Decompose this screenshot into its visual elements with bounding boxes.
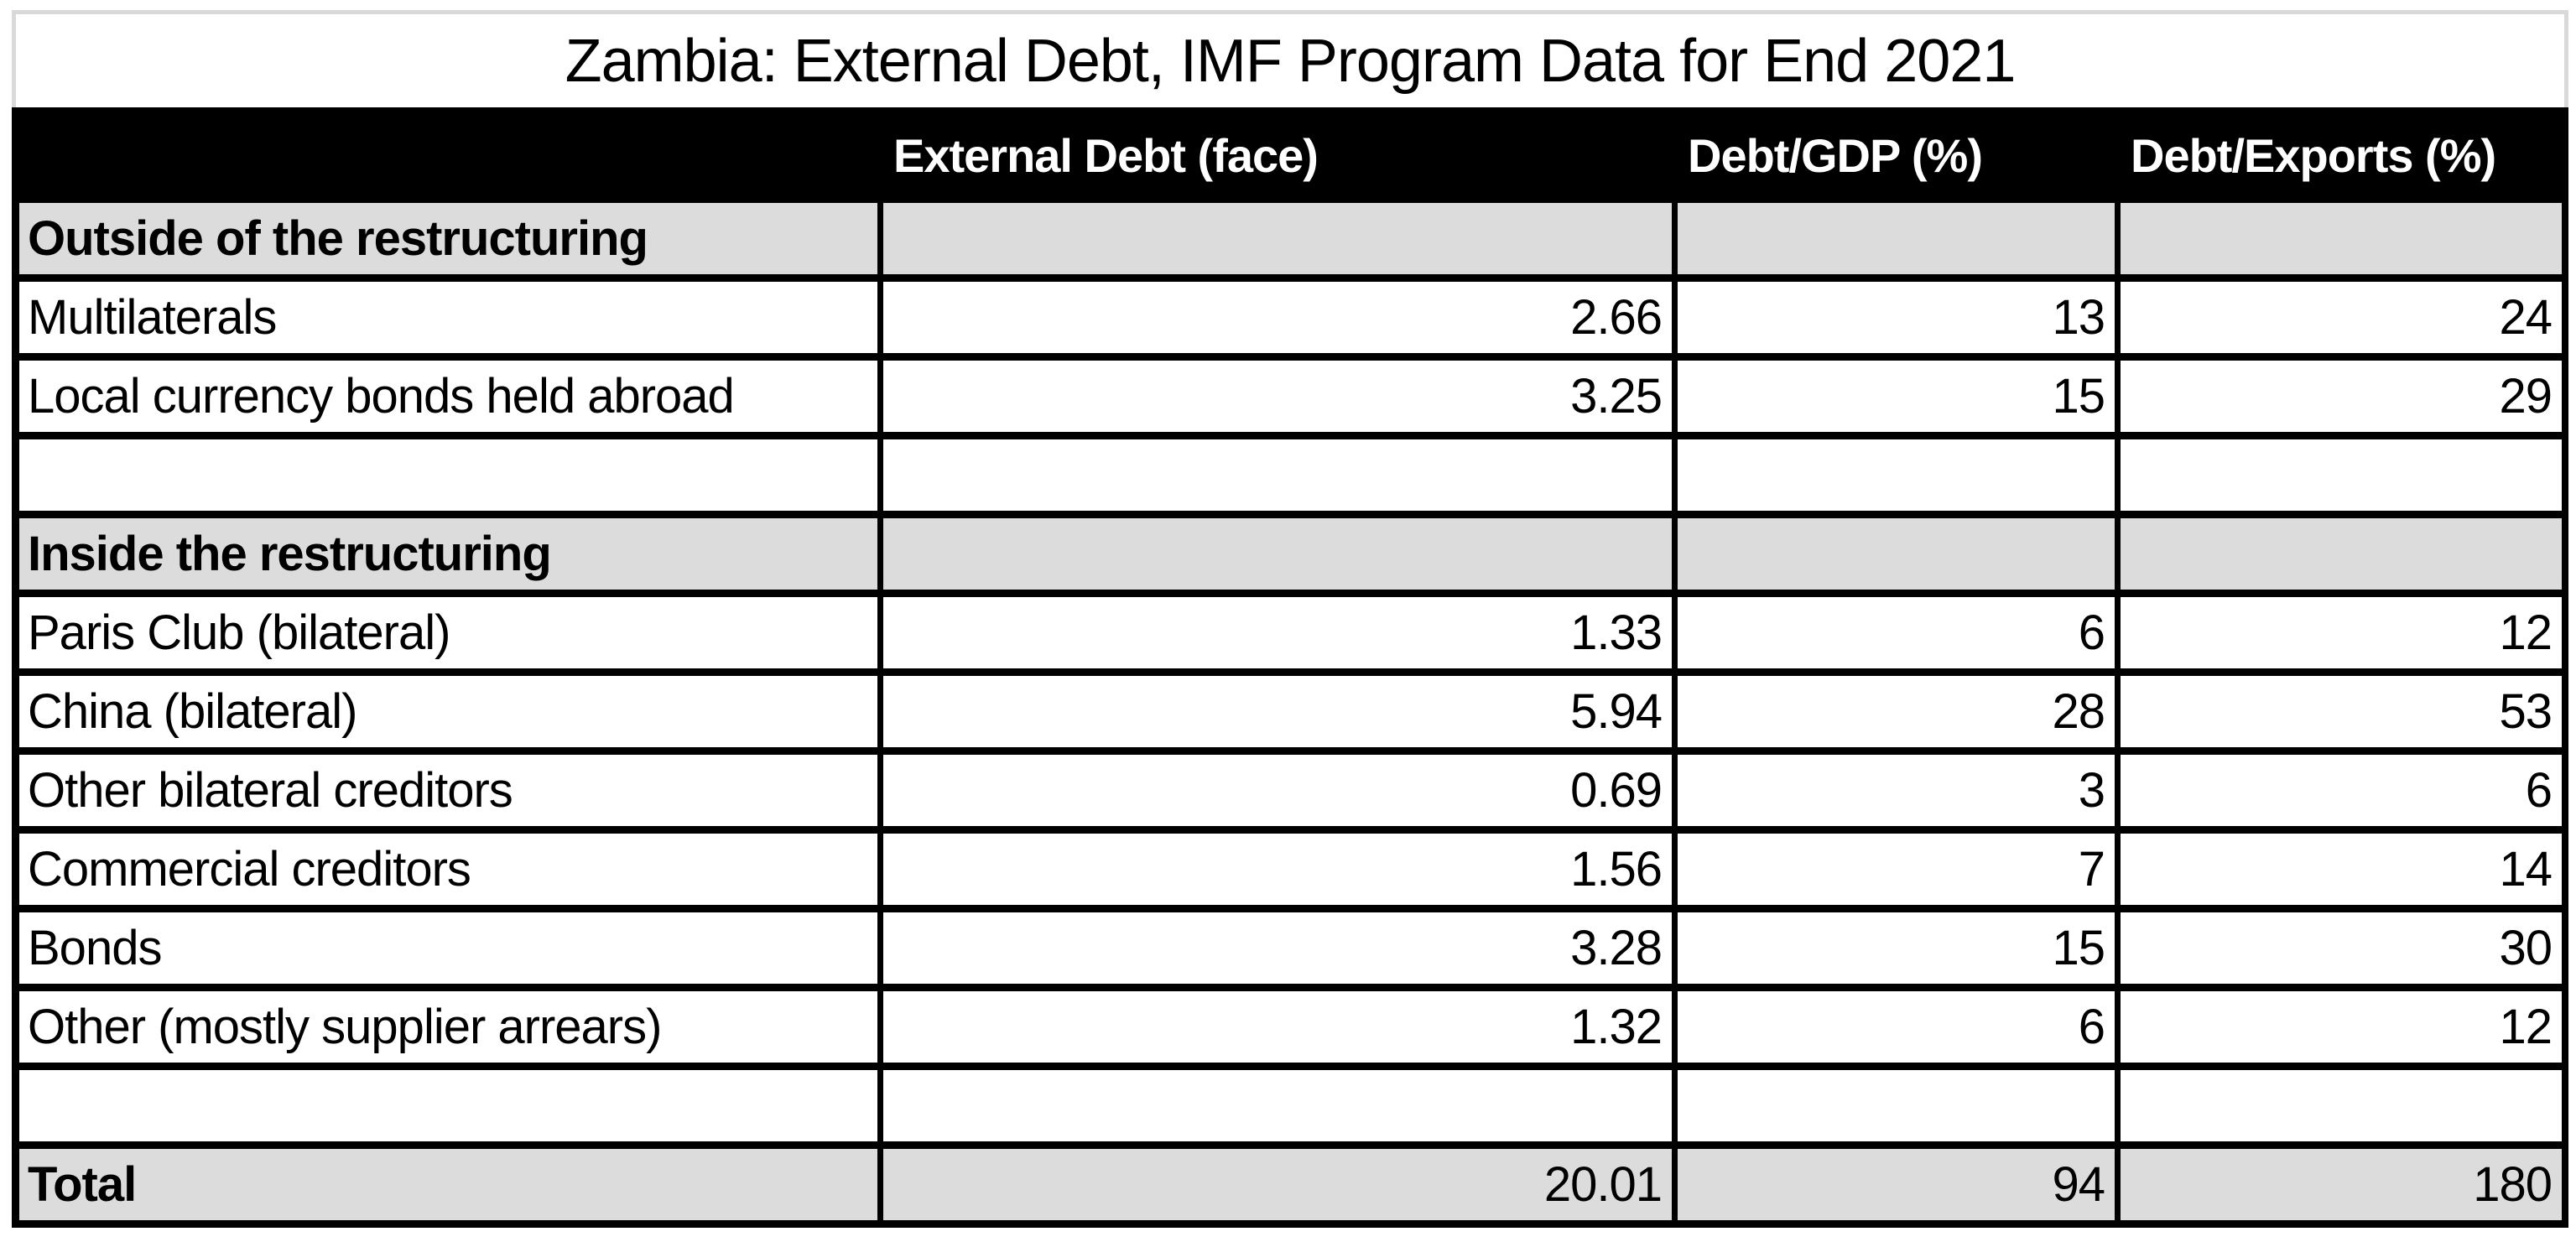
debt-gdp-cell: 3 [1678, 755, 2121, 834]
debt-exports-cell: 24 [2121, 282, 2568, 361]
debt-table: External Debt (face) Debt/GDP (%) Debt/E… [12, 107, 2568, 1228]
debt-exports-cell [2121, 1070, 2568, 1149]
row-spacer-2 [12, 1070, 2568, 1149]
row-local-currency-bonds: Local currency bonds held abroad 3.25 15… [12, 361, 2568, 439]
debt-gdp-cell [1678, 1070, 2121, 1149]
label-cell: Local currency bonds held abroad [12, 361, 883, 439]
external-debt-face-cell: 0.69 [883, 755, 1678, 834]
debt-exports-cell: 12 [2121, 991, 2568, 1070]
row-commercial: Commercial creditors 1.56 7 14 [12, 834, 2568, 912]
debt-exports-cell: 14 [2121, 834, 2568, 912]
label-cell: China (bilateral) [12, 676, 883, 755]
label-cell: Paris Club (bilateral) [12, 597, 883, 676]
debt-exports-cell: 29 [2121, 361, 2568, 439]
external-debt-face-cell: 1.33 [883, 597, 1678, 676]
debt-exports-cell [2121, 203, 2568, 282]
header-cell-external-debt: External Debt (face) [883, 107, 1678, 203]
row-spacer-1 [12, 439, 2568, 518]
external-debt-face-cell: 3.25 [883, 361, 1678, 439]
row-other-supplier-arrears: Other (mostly supplier arrears) 1.32 6 1… [12, 991, 2568, 1070]
debt-gdp-cell: 6 [1678, 597, 2121, 676]
external-debt-face-cell: 2.66 [883, 282, 1678, 361]
row-multilaterals: Multilaterals 2.66 13 24 [12, 282, 2568, 361]
row-total: Total 20.01 94 180 [12, 1149, 2568, 1228]
external-debt-face-cell [883, 1070, 1678, 1149]
row-section-outside: Outside of the restructuring [12, 203, 2568, 282]
header-cell-debt-exports: Debt/Exports (%) [2121, 107, 2568, 203]
debt-gdp-cell: 7 [1678, 834, 2121, 912]
page-title: Zambia: External Debt, IMF Program Data … [12, 10, 2568, 107]
debt-gdp-cell: 13 [1678, 282, 2121, 361]
row-paris-club: Paris Club (bilateral) 1.33 6 12 [12, 597, 2568, 676]
external-debt-face-cell: 1.32 [883, 991, 1678, 1070]
debt-gdp-cell: 94 [1678, 1149, 2121, 1228]
debt-exports-cell: 30 [2121, 912, 2568, 991]
debt-exports-cell: 53 [2121, 676, 2568, 755]
debt-gdp-cell: 15 [1678, 361, 2121, 439]
external-debt-face-cell: 5.94 [883, 676, 1678, 755]
external-debt-face-cell: 1.56 [883, 834, 1678, 912]
header-cell-debt-gdp: Debt/GDP (%) [1678, 107, 2121, 203]
debt-exports-cell [2121, 439, 2568, 518]
debt-exports-cell [2121, 518, 2568, 597]
debt-table-figure: Zambia: External Debt, IMF Program Data … [12, 10, 2568, 1228]
row-other-bilateral: Other bilateral creditors 0.69 3 6 [12, 755, 2568, 834]
external-debt-face-cell [883, 203, 1678, 282]
header-row: External Debt (face) Debt/GDP (%) Debt/E… [12, 107, 2568, 203]
external-debt-face-cell [883, 439, 1678, 518]
header-cell-empty [12, 107, 883, 203]
label-cell: Multilaterals [12, 282, 883, 361]
debt-exports-cell: 6 [2121, 755, 2568, 834]
debt-gdp-cell [1678, 203, 2121, 282]
external-debt-face-cell [883, 518, 1678, 597]
row-bonds: Bonds 3.28 15 30 [12, 912, 2568, 991]
debt-exports-cell: 12 [2121, 597, 2568, 676]
external-debt-face-cell: 3.28 [883, 912, 1678, 991]
debt-gdp-cell [1678, 518, 2121, 597]
debt-gdp-cell: 28 [1678, 676, 2121, 755]
debt-gdp-cell [1678, 439, 2121, 518]
label-cell: Other bilateral creditors [12, 755, 883, 834]
label-cell [12, 439, 883, 518]
label-cell [12, 1070, 883, 1149]
debt-gdp-cell: 6 [1678, 991, 2121, 1070]
label-cell: Total [12, 1149, 883, 1228]
debt-gdp-cell: 15 [1678, 912, 2121, 991]
label-cell: Bonds [12, 912, 883, 991]
row-section-inside: Inside the restructuring [12, 518, 2568, 597]
external-debt-face-cell: 20.01 [883, 1149, 1678, 1228]
debt-exports-cell: 180 [2121, 1149, 2568, 1228]
label-cell: Commercial creditors [12, 834, 883, 912]
label-cell: Outside of the restructuring [12, 203, 883, 282]
label-cell: Inside the restructuring [12, 518, 883, 597]
label-cell: Other (mostly supplier arrears) [12, 991, 883, 1070]
row-china: China (bilateral) 5.94 28 53 [12, 676, 2568, 755]
